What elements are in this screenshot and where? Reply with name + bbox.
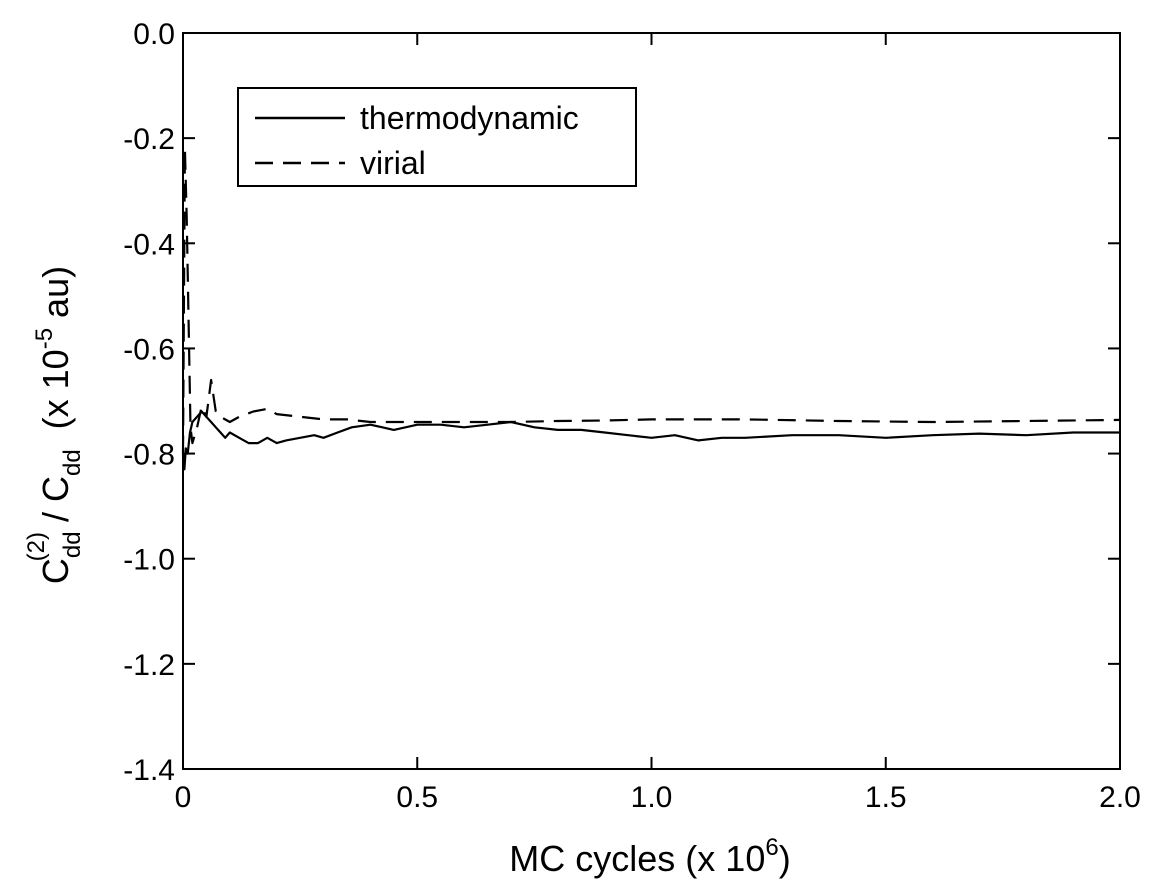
ticks-layer: 0 0.5 1.0 1.5 2.0 0.0 -0.2 -0.4 -0.6 -0.8 -1.0 -1.2…	[123, 18, 1141, 814]
y-axis-label-sub2: dd	[59, 449, 86, 476]
x-tick-label: 0	[175, 781, 192, 814]
x-tick-label: 1.0	[631, 781, 673, 814]
legend: thermodynamic virial	[237, 87, 637, 187]
y-axis-label-c1: C	[35, 558, 76, 584]
y-tick-label: -0.8	[123, 439, 175, 472]
y-axis-label-unit-exponent: -5	[31, 328, 58, 349]
x-tick-label: 0.5	[396, 781, 438, 814]
x-axis-label-prefix: MC cycles (x 10	[509, 838, 765, 879]
legend-box	[237, 87, 637, 187]
series-line-virial	[181, 147, 1121, 454]
y-axis-label-sub1: dd	[59, 531, 86, 558]
x-axis-label: MC cycles (x 106)	[509, 834, 790, 879]
y-axis-label-unit-suffix: au)	[35, 266, 76, 328]
series-layer	[181, 147, 1121, 471]
y-tick-label: -0.2	[123, 123, 175, 156]
y-axis-label-unit-prefix: (x 10	[35, 349, 76, 429]
y-tick-label: -1.4	[123, 754, 175, 787]
x-axis-label-exponent: 6	[765, 834, 778, 861]
x-tick-label: 2.0	[1099, 781, 1141, 814]
y-tick-label: -1.0	[123, 544, 175, 577]
legend-label-thermodynamic: thermodynamic	[360, 100, 579, 136]
y-axis-label: Cdd (2) / Cdd (x 10-5 au)	[23, 266, 86, 584]
y-tick-label: -1.2	[123, 649, 175, 682]
series-line-thermodynamic	[181, 410, 1120, 471]
y-axis-label-slash: /	[35, 502, 76, 532]
y-tick-label: -0.6	[123, 333, 175, 366]
y-tick-label: -0.4	[123, 228, 175, 261]
legend-label-virial: virial	[360, 145, 426, 181]
x-axis-label-suffix: )	[779, 838, 791, 879]
y-axis-label-c2: C	[35, 476, 76, 502]
y-tick-label: 0.0	[133, 18, 175, 51]
x-tick-label: 1.5	[865, 781, 907, 814]
y-axis-label-sup1: (2)	[23, 532, 50, 561]
